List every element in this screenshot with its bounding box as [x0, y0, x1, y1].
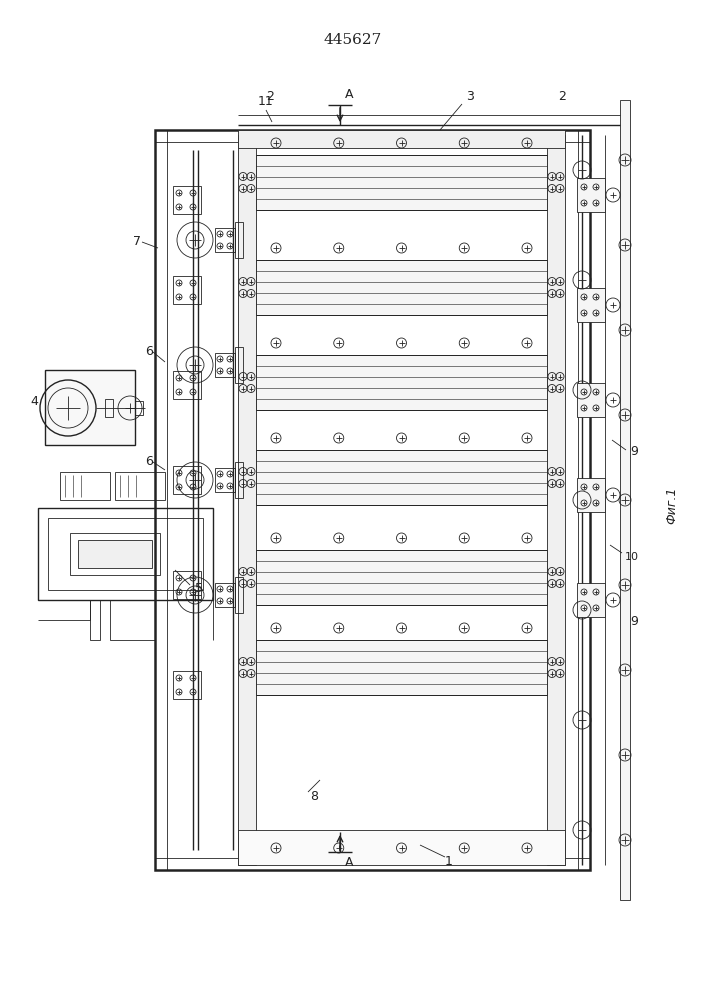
Text: 1: 1 [445, 855, 453, 868]
Text: 2: 2 [266, 90, 274, 103]
Text: 6: 6 [145, 455, 153, 468]
Bar [173, 571, 201, 599]
Bar [155, 130, 590, 870]
Bar [215, 353, 235, 377]
Bar [256, 155, 547, 210]
Bar [45, 370, 135, 445]
Bar [547, 135, 565, 865]
Bar [215, 583, 235, 607]
Bar [215, 228, 235, 252]
Bar [577, 288, 605, 322]
Bar [38, 508, 213, 600]
Bar [238, 830, 565, 865]
Bar [256, 640, 547, 695]
Text: 9: 9 [630, 615, 638, 628]
Bar [235, 462, 243, 498]
Bar [135, 401, 143, 415]
Bar [215, 468, 235, 492]
Bar [256, 260, 547, 315]
Bar [60, 472, 110, 500]
Bar [90, 600, 100, 640]
Bar [173, 371, 201, 399]
Text: 9: 9 [630, 445, 638, 458]
Text: 2: 2 [558, 90, 566, 103]
Text: А: А [345, 856, 354, 869]
Text: 5: 5 [195, 582, 203, 595]
Bar [577, 383, 605, 417]
Text: 6: 6 [145, 345, 153, 358]
Bar [235, 577, 243, 613]
Bar [115, 472, 165, 500]
Bar [70, 533, 160, 575]
Bar [238, 135, 256, 865]
Bar [78, 540, 152, 568]
Text: Фиг.1: Фиг.1 [665, 486, 679, 524]
Text: А: А [345, 88, 354, 101]
Bar [256, 450, 547, 505]
Text: 445627: 445627 [324, 33, 382, 47]
Bar [105, 399, 113, 417]
Bar [110, 600, 155, 640]
Bar [235, 222, 243, 258]
Bar [235, 347, 243, 383]
Text: 10: 10 [625, 552, 639, 562]
Bar [620, 100, 630, 900]
Bar [173, 186, 201, 214]
Bar [577, 583, 605, 617]
Text: 8: 8 [310, 790, 318, 803]
Text: 4: 4 [30, 395, 38, 408]
Bar [238, 130, 565, 148]
Text: 7: 7 [133, 235, 141, 248]
Bar [256, 550, 547, 605]
Text: 11: 11 [258, 95, 274, 108]
Bar [256, 355, 547, 410]
Bar [173, 276, 201, 304]
Text: 3: 3 [466, 90, 474, 103]
Bar [577, 478, 605, 512]
Bar [577, 178, 605, 212]
Bar [173, 466, 201, 494]
Bar [48, 518, 203, 590]
Bar [173, 671, 201, 699]
